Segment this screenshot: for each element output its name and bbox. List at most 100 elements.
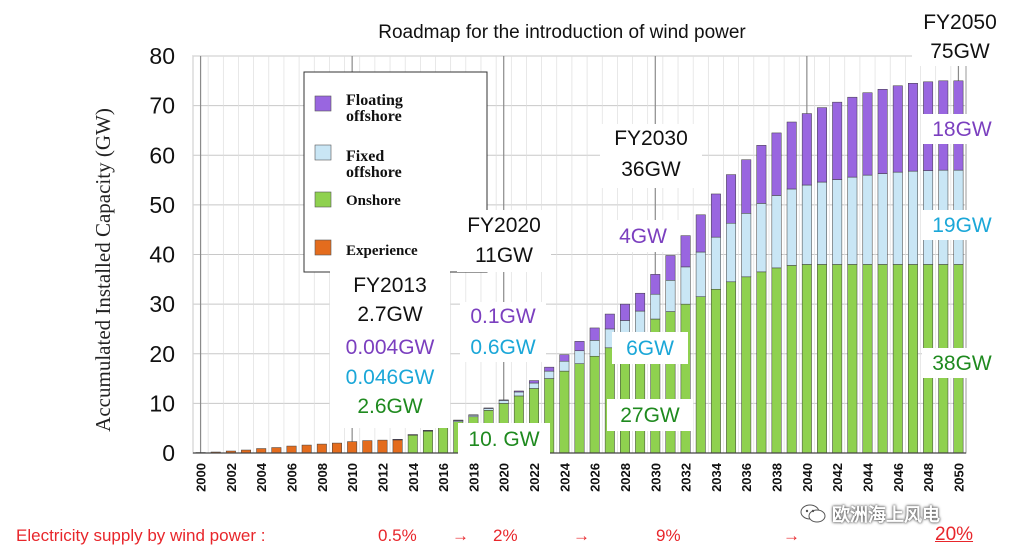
bar-fixed-offshore-2032 [680, 266, 691, 305]
x-tick-label: 2042 [830, 463, 845, 492]
legend-label-fixed-1: Fixed [346, 148, 384, 165]
x-tick-label: 2002 [224, 463, 239, 492]
y-tick-label: 80 [149, 43, 175, 69]
bar-experience-2006 [286, 445, 297, 454]
bar-fixed-offshore-2021 [513, 391, 524, 397]
y-tick-label: 10 [149, 390, 175, 416]
bar-onshore-2014 [407, 434, 418, 454]
footer-arrow-3: → [783, 526, 800, 545]
bar-onshore-2025 [574, 363, 585, 454]
bar-floating-offshore-2045 [877, 89, 888, 174]
bar-onshore-2015 [422, 430, 433, 454]
x-tick-label: 2040 [800, 463, 815, 492]
legend-item-floating: Floating offshore [314, 92, 403, 125]
bar-fixed-offshore-2035 [726, 222, 737, 283]
x-tick-label: 2034 [709, 462, 724, 492]
bar-floating-offshore-2031 [665, 255, 676, 281]
fy2013-total: 2.7GW [357, 303, 423, 326]
bar-fixed-offshore-2042 [832, 179, 843, 265]
bar-floating-offshore-2037 [756, 145, 767, 204]
bar-floating-offshore-2046 [892, 85, 903, 173]
bar-floating-offshore-2041 [817, 107, 827, 183]
x-tick-label: 2010 [345, 463, 360, 492]
bar-fixed-offshore-2030 [650, 293, 661, 320]
y-axis-label: Accumulated Installed Capacity (GW) [91, 108, 115, 432]
x-tick-label: 2030 [648, 463, 663, 492]
bar-fixed-offshore-2026 [589, 340, 600, 357]
bar-fixed-offshore-2029 [635, 310, 646, 335]
x-tick-label: 2022 [527, 463, 542, 492]
fy2050-floating: 18GW [932, 118, 992, 141]
legend-label-floating-1: Floating [346, 92, 403, 109]
bar-fixed-offshore-2047 [908, 170, 918, 265]
legend: Floating offshore Fixed offshore Onshore… [303, 71, 488, 273]
legend-swatch-fixed [314, 144, 332, 161]
legend-label-experience: Experience [346, 243, 418, 259]
x-tick-label: 2014 [406, 462, 421, 492]
bar-floating-offshore-2020 [498, 399, 509, 401]
bar-experience-2008 [316, 443, 327, 454]
annotation-fy2013: FY2013 2.7GW 0.004GW 0.046GW 2.6GW [330, 268, 450, 428]
y-tick-label: 40 [149, 242, 175, 268]
bar-fixed-offshore-2039 [786, 188, 797, 266]
bar-floating-offshore-2027 [604, 313, 615, 330]
fy2020-total: 11GW [475, 244, 533, 267]
fy2013-floating: 0.004GW [346, 336, 435, 359]
bar-floating-offshore-2018 [468, 414, 479, 416]
fy2013-year: FY2013 [353, 274, 427, 297]
bar-onshore-2047 [908, 264, 918, 454]
legend-swatch-onshore [314, 191, 332, 208]
bar-onshore-2037 [756, 271, 767, 454]
x-tick-label: 2024 [557, 462, 572, 492]
bar-onshore-2039 [786, 265, 797, 454]
fy2030-total: 36GW [621, 158, 681, 181]
bar-experience-2012 [377, 439, 388, 454]
y-tick-label: 30 [149, 291, 175, 317]
y-tick-label: 20 [149, 341, 175, 367]
bar-experience-2013 [392, 439, 403, 454]
bar-fixed-offshore-2044 [862, 174, 873, 265]
x-tick-label: 2046 [891, 463, 906, 492]
footer: Electricity supply by wind power : 0.5% … [0, 520, 1016, 558]
bar-fixed-offshore-2023 [544, 370, 555, 379]
bar-floating-offshore-2017 [453, 419, 464, 421]
bar-floating-offshore-2026 [589, 327, 600, 341]
bar-floating-offshore-2033 [695, 214, 706, 253]
footer-share-4: 20% [935, 524, 974, 545]
chart-title: Roadmap for the introduction of wind pow… [378, 22, 746, 43]
fy2050-fixed: 19GW [932, 214, 992, 237]
bar-floating-offshore-2030 [650, 274, 661, 295]
annotation-fy2050: FY2050 75GW 18GW 19GW 38GW [912, 8, 1008, 378]
bar-onshore-2042 [832, 264, 843, 454]
x-tick-label: 2006 [285, 463, 300, 492]
wechat-icon [800, 504, 826, 524]
bar-floating-offshore-2040 [801, 113, 812, 186]
fy2020-floating: 0.1GW [470, 305, 536, 328]
fy2030-year: FY2030 [614, 127, 688, 150]
bar-onshore-2043 [847, 264, 858, 454]
bar-floating-offshore-2013 [392, 439, 403, 441]
bar-floating-offshore-2034 [710, 193, 721, 238]
bar-floating-offshore-2039 [786, 121, 797, 190]
fy2013-onshore: 2.6GW [357, 395, 423, 418]
footer-share-3: 9% [656, 526, 681, 545]
legend-swatch-floating [314, 95, 332, 112]
bar-experience-2004 [256, 448, 267, 454]
bar-floating-offshore-2035 [726, 174, 737, 224]
fy2050-onshore: 38GW [932, 352, 992, 375]
bar-floating-offshore-2014 [407, 434, 418, 436]
bar-onshore-2035 [726, 281, 737, 454]
legend-label-fixed-2: offshore [346, 164, 402, 181]
x-tick-label: 2036 [739, 463, 754, 492]
bar-fixed-offshore-2043 [847, 176, 858, 265]
bar-floating-offshore-2015 [422, 430, 433, 432]
bar-fixed-offshore-2020 [498, 400, 509, 404]
legend-label-onshore: Onshore [346, 193, 401, 209]
x-tick-label: 2048 [921, 463, 936, 492]
fy2050-total: 75GW [930, 40, 990, 63]
x-tick-label: 2000 [194, 463, 209, 492]
annotation-fy2030: FY2030 36GW 4GW 6GW 27GW [600, 124, 702, 431]
bar-fixed-offshore-2041 [817, 181, 827, 265]
